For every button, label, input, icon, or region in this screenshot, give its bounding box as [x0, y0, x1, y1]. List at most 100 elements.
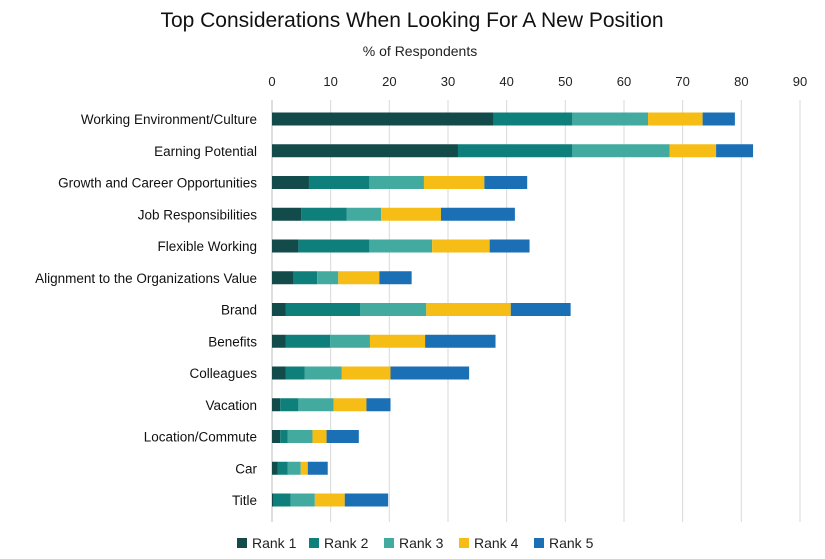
bar-segment — [272, 493, 274, 507]
legend-label: Rank 4 — [474, 535, 519, 551]
bar-segment — [366, 398, 391, 412]
legend-label: Rank 5 — [549, 535, 594, 551]
bar-segment — [369, 176, 424, 189]
bar-segment — [307, 461, 328, 475]
category-label: Flexible Working — [157, 239, 257, 254]
legend-swatch — [534, 538, 544, 548]
legend: Rank 1 Rank 2 Rank 3 Rank 4 Rank 5 — [237, 535, 594, 551]
bar-segment — [457, 144, 573, 158]
category-label: Working Environment/Culture — [81, 112, 257, 127]
bar-segment — [702, 112, 735, 126]
bar-segment — [287, 430, 313, 443]
bar-segment — [425, 334, 496, 348]
category-label: Location/Commute — [144, 430, 257, 445]
category-label: Title — [232, 493, 257, 508]
bar-segment — [669, 144, 717, 158]
x-tick-label: 70 — [675, 74, 689, 89]
category-label: Colleagues — [189, 366, 257, 381]
category-label: Alignment to the Organizations Value — [35, 271, 257, 286]
category-label: Growth and Career Opportunities — [58, 176, 257, 191]
category-label: Earning Potential — [154, 144, 257, 159]
bar-segment — [489, 239, 530, 253]
bar-segment — [344, 493, 389, 507]
legend-label: Rank 2 — [324, 535, 369, 551]
bar-segment — [341, 366, 391, 380]
x-tick-label: 80 — [734, 74, 748, 89]
bar-segment — [360, 303, 427, 316]
bar-segment — [272, 239, 299, 253]
bar-segment — [304, 366, 342, 380]
bar-segment — [572, 144, 670, 158]
bar-segment — [285, 303, 360, 316]
bar-segment — [272, 303, 286, 316]
x-tick-label: 60 — [617, 74, 631, 89]
bar-segment — [423, 176, 485, 189]
bar-segment — [277, 461, 288, 475]
legend-swatch — [237, 538, 247, 548]
bar-segment — [493, 112, 573, 126]
bar-segment — [272, 461, 278, 475]
bar-segment — [572, 112, 649, 126]
x-tick-label: 50 — [558, 74, 572, 89]
category-label: Benefits — [208, 334, 257, 349]
bar-segment — [379, 271, 412, 285]
bar-segment — [272, 176, 309, 189]
category-label: Car — [235, 461, 257, 476]
bar-segment — [290, 493, 315, 507]
bar-segment — [280, 398, 299, 412]
x-tick-label: 90 — [793, 74, 807, 89]
bar-segment — [432, 239, 490, 253]
category-labels: Working Environment/Culture Earning Poten… — [35, 112, 257, 508]
legend-swatch — [459, 538, 469, 548]
x-axis-label: % of Respondents — [363, 43, 477, 59]
chart-title: Top Considerations When Looking For A Ne… — [160, 9, 663, 32]
bar-segment — [301, 207, 347, 221]
bar-segment — [510, 303, 571, 316]
bar-segment — [272, 144, 458, 158]
legend-label: Rank 3 — [399, 535, 444, 551]
bar-segment — [308, 176, 370, 189]
bar-segment — [440, 207, 515, 221]
bar-segment — [298, 239, 370, 253]
x-tick-label: 20 — [382, 74, 396, 89]
bar-segment — [716, 144, 754, 158]
category-label: Brand — [221, 303, 257, 318]
x-tick-label: 0 — [268, 74, 275, 89]
bar-segment — [273, 493, 291, 507]
bar-segment — [381, 207, 441, 221]
bar-segment — [314, 493, 345, 507]
bar-segment — [338, 271, 380, 285]
bar-segment — [369, 239, 433, 253]
legend-swatch — [309, 538, 319, 548]
x-tick-label: 30 — [441, 74, 455, 89]
bar-segment — [285, 334, 331, 348]
bar-segment — [333, 398, 367, 412]
bar-segment — [484, 176, 528, 189]
bar-segment — [272, 430, 281, 443]
bars — [272, 112, 754, 507]
legend-swatch — [384, 538, 394, 548]
bar-segment — [369, 334, 426, 348]
bar-segment — [285, 366, 305, 380]
bar-segment — [330, 334, 370, 348]
bar-segment — [648, 112, 703, 126]
bar-segment — [272, 334, 286, 348]
bar-segment — [300, 461, 308, 475]
x-axis-ticks: 0 10 20 30 40 50 60 70 80 90 — [268, 74, 807, 89]
bar-segment — [312, 430, 327, 443]
bar-segment — [272, 366, 286, 380]
x-tick-label: 10 — [323, 74, 337, 89]
bar-segment — [287, 461, 301, 475]
category-label: Job Responsibilities — [138, 207, 258, 222]
bar-segment — [346, 207, 382, 221]
bar-segment — [298, 398, 334, 412]
category-label: Vacation — [205, 398, 257, 413]
bar-segment — [280, 430, 288, 443]
bar-segment — [326, 430, 359, 443]
bar-segment — [317, 271, 339, 285]
bar-segment — [272, 398, 281, 412]
bar-segment — [293, 271, 318, 285]
bar-segment — [272, 271, 294, 285]
bar-segment — [390, 366, 470, 380]
